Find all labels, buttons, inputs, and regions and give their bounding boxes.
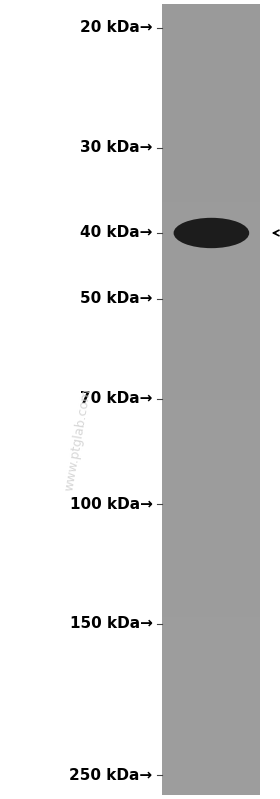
Bar: [162, 578, 260, 598]
Bar: [162, 657, 260, 676]
Bar: [162, 241, 260, 261]
Bar: [162, 380, 260, 400]
Text: 40 kDa→: 40 kDa→: [80, 225, 153, 240]
Bar: [162, 716, 260, 736]
Text: 70 kDa→: 70 kDa→: [80, 391, 153, 406]
Bar: [162, 558, 260, 578]
Bar: [162, 538, 260, 558]
Bar: [162, 280, 260, 300]
Bar: [162, 300, 260, 320]
Ellipse shape: [174, 218, 249, 248]
Bar: [162, 182, 260, 202]
Bar: [162, 4, 260, 795]
Bar: [162, 122, 260, 142]
Bar: [162, 617, 260, 637]
Bar: [162, 43, 260, 63]
Bar: [162, 360, 260, 380]
Bar: [162, 201, 260, 221]
Text: 100 kDa→: 100 kDa→: [70, 496, 153, 511]
Bar: [162, 340, 260, 360]
Text: 20 kDa→: 20 kDa→: [80, 21, 153, 35]
Bar: [162, 499, 260, 518]
Text: 150 kDa→: 150 kDa→: [70, 617, 153, 631]
Bar: [162, 400, 260, 419]
Bar: [162, 24, 260, 44]
Bar: [162, 162, 260, 182]
Bar: [162, 775, 260, 795]
Bar: [162, 221, 260, 241]
Bar: [162, 736, 260, 756]
Bar: [162, 519, 260, 538]
Bar: [162, 103, 260, 123]
Bar: [162, 142, 260, 162]
Text: www.ptglab.com: www.ptglab.com: [63, 387, 94, 492]
Bar: [162, 756, 260, 775]
Bar: [162, 696, 260, 716]
Bar: [162, 83, 260, 103]
Bar: [162, 419, 260, 439]
Text: 30 kDa→: 30 kDa→: [80, 141, 153, 155]
Bar: [162, 479, 260, 499]
Bar: [162, 598, 260, 617]
Bar: [162, 439, 260, 459]
Bar: [162, 320, 260, 340]
Text: 250 kDa→: 250 kDa→: [69, 768, 153, 782]
Bar: [162, 4, 260, 24]
Bar: [162, 676, 260, 696]
Text: 50 kDa→: 50 kDa→: [80, 292, 153, 307]
Bar: [162, 63, 260, 83]
Bar: [162, 261, 260, 281]
Bar: [162, 637, 260, 657]
Bar: [162, 459, 260, 479]
